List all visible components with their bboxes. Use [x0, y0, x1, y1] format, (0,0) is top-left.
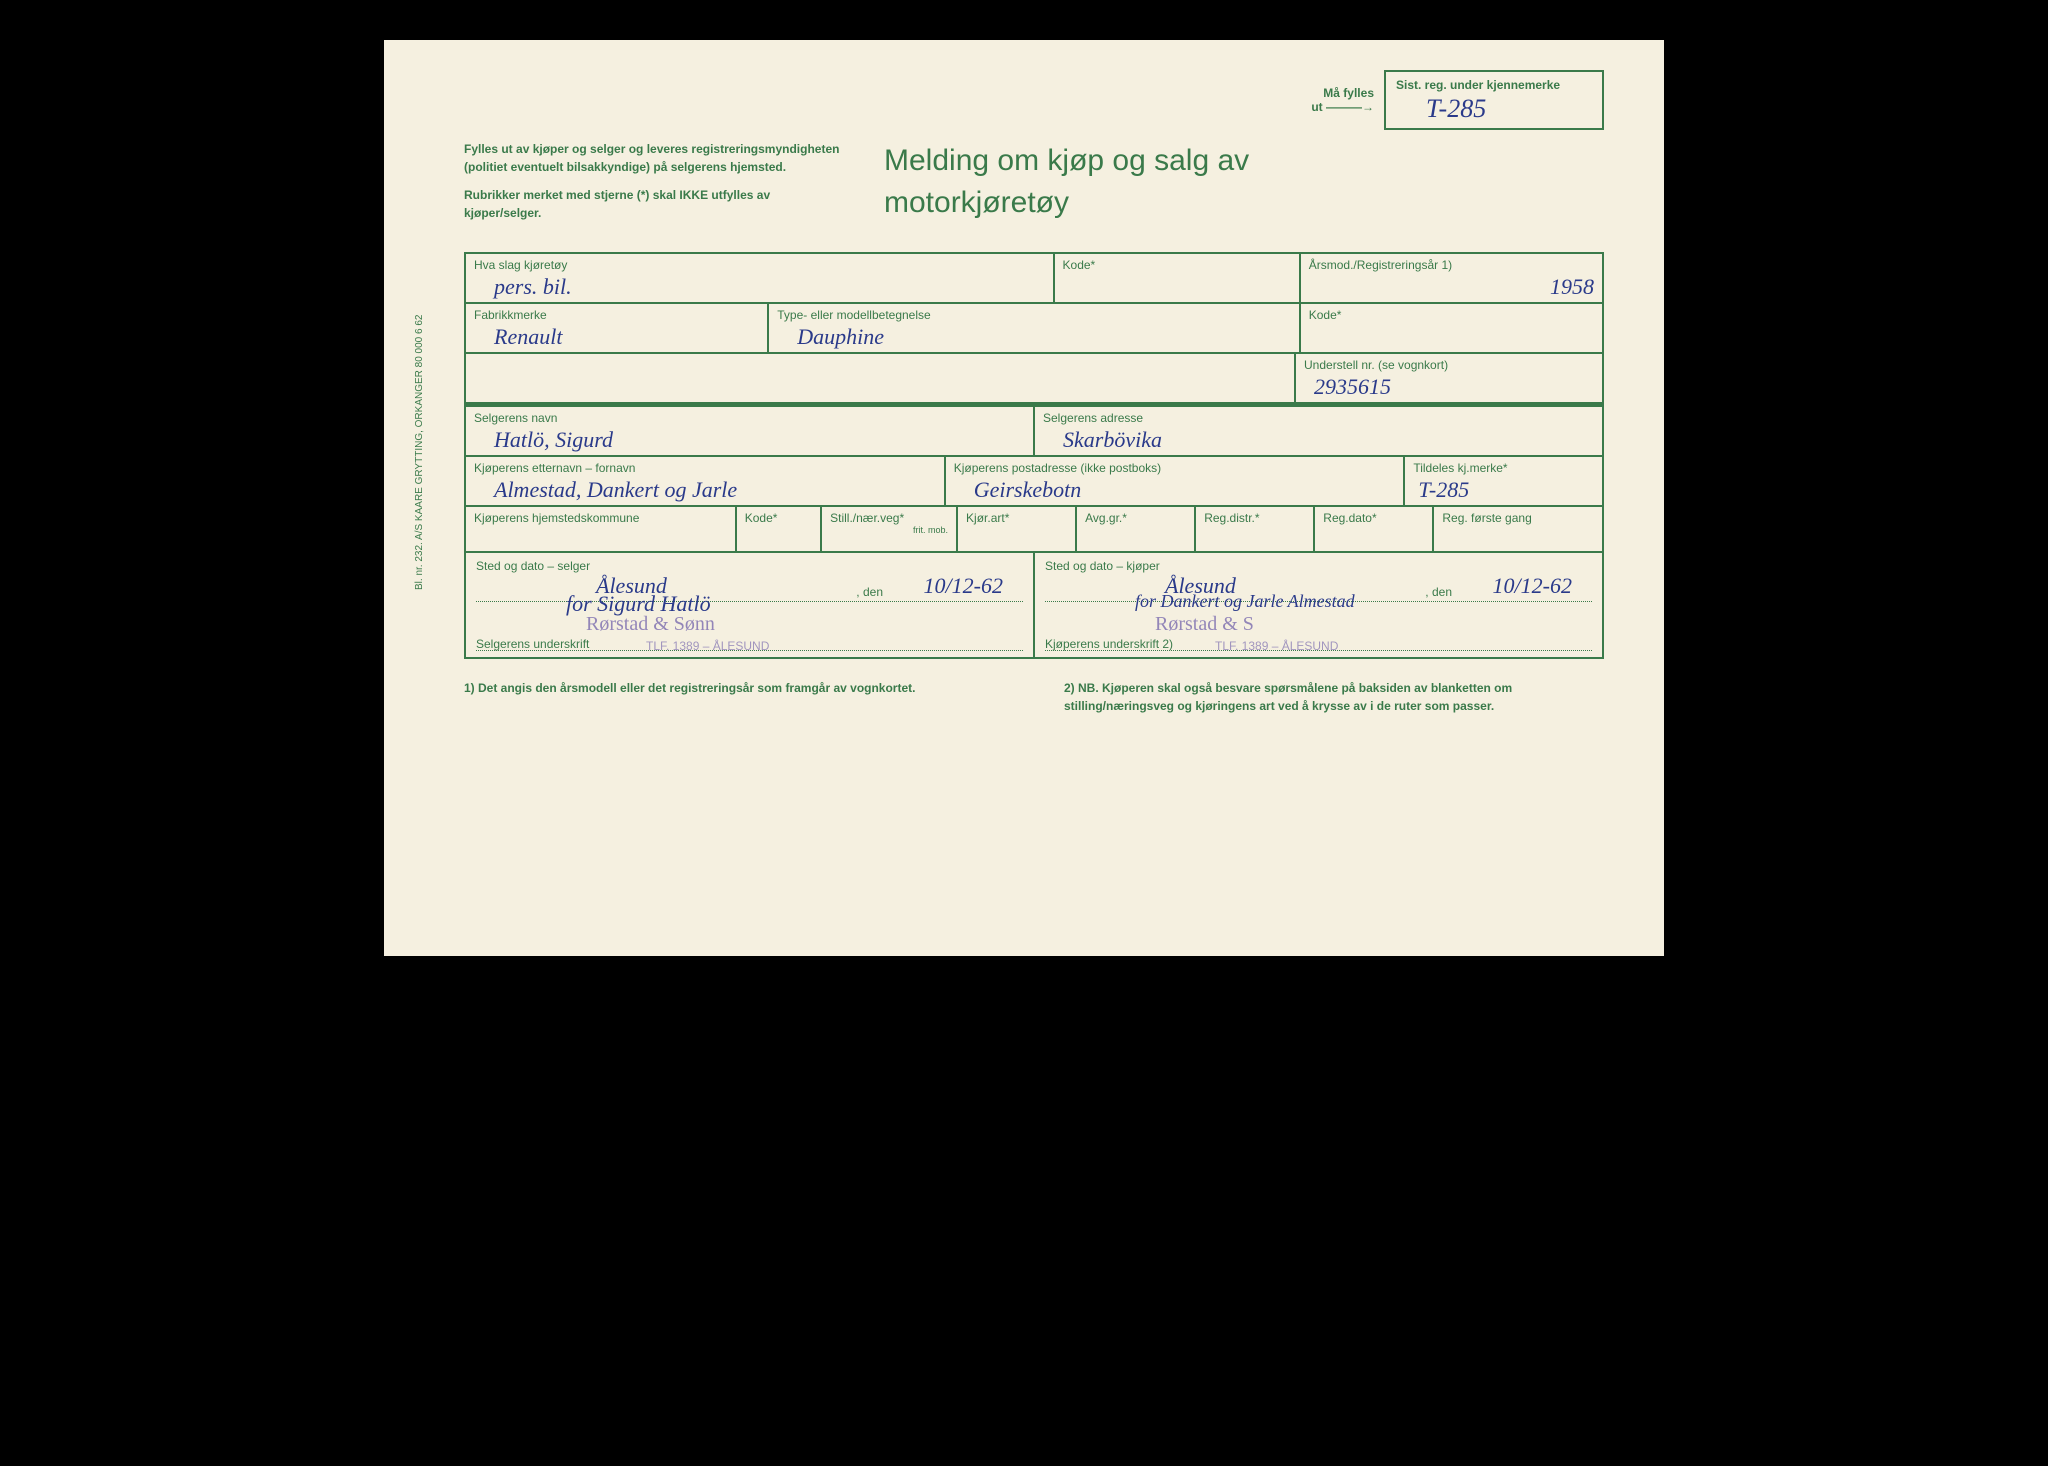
- arrow-icon: ———→: [1326, 100, 1374, 114]
- seller-date: 10/12-62: [924, 573, 1003, 599]
- title-row: Fylles ut av kjøper og selger og leveres…: [464, 140, 1604, 232]
- ut-label: ut: [1311, 100, 1322, 114]
- arsmod-label: Årsmod./Registreringsår 1): [1309, 258, 1594, 272]
- avggr-label: Avg.gr.*: [1085, 511, 1186, 525]
- selger-adr-value: Skarbövika: [1043, 427, 1594, 453]
- seller-den: , den: [856, 585, 883, 599]
- hva-slag-value: pers. bil.: [474, 274, 1045, 300]
- kjoper-navn-label: Kjøperens etternavn – fornavn: [474, 461, 936, 475]
- understell-label: Understell nr. (se vognkort): [1304, 358, 1594, 372]
- instructions: Fylles ut av kjøper og selger og leveres…: [464, 140, 844, 232]
- kjoper-adr-value: Geirskebotn: [954, 477, 1396, 503]
- seller-signature-cell: Sted og dato – selger Ålesund , den 10/1…: [466, 553, 1035, 657]
- fabrikk-label: Fabrikkmerke: [474, 308, 759, 322]
- buyer-bottom-label: Kjøperens underskrift 2): [1045, 637, 1173, 651]
- row-buyer: Kjøperens etternavn – fornavn Almestad, …: [466, 457, 1602, 507]
- row-chassis: Understell nr. (se vognkort) 2935615: [466, 354, 1602, 404]
- seller-stamp: Rørstad & Sønn: [586, 613, 715, 636]
- buyer-date: 10/12-62: [1493, 573, 1572, 599]
- title-block: Melding om kjøp og salg av motorkjøretøy: [844, 140, 1604, 224]
- regforste-label: Reg. første gang: [1442, 511, 1594, 525]
- tildeles-label: Tildeles kj.merke*: [1413, 461, 1594, 475]
- buyer-tlf: TLF. 1389 – ÅLESUND: [1215, 639, 1338, 653]
- row-seller: Selgerens navn Hatlö, Sigurd Selgerens a…: [466, 404, 1602, 457]
- main-title-line2: motorkjøretøy: [884, 182, 1604, 224]
- seller-place-line: Ålesund , den 10/12-62: [476, 601, 1023, 602]
- type-value: Dauphine: [777, 324, 1290, 350]
- print-info-vertical: Bl. nr. 232. A/S KAARE GRYTTING, ORKANGE…: [414, 315, 425, 591]
- type-label: Type- eller modellbetegnelse: [777, 308, 1290, 322]
- still-sub: frit. mob.: [830, 525, 948, 535]
- header-row: Må fylles ut ———→ Sist. reg. under kjenn…: [464, 70, 1604, 130]
- ma-fylles-label: Må fylles: [1323, 86, 1374, 100]
- top-right-block: Må fylles ut ———→ Sist. reg. under kjenn…: [1311, 70, 1604, 130]
- selger-navn-value: Hatlö, Sigurd: [474, 427, 1025, 453]
- seller-tlf: TLF. 1389 – ÅLESUND: [646, 639, 769, 653]
- instruction-p1: Fylles ut av kjøper og selger og leveres…: [464, 140, 844, 176]
- row-municipality: Kjøperens hjemstedskommune Kode* Still./…: [466, 507, 1602, 553]
- buyer-signature-cell: Sted og dato – kjøper Ålesund , den 10/1…: [1035, 553, 1602, 657]
- row-make-model: Fabrikkmerke Renault Type- eller modellb…: [466, 304, 1602, 354]
- still-label: Still./nær.veg*: [830, 511, 948, 525]
- kode1-label: Kode*: [1063, 258, 1291, 272]
- regdato-label: Reg.dato*: [1323, 511, 1424, 525]
- sig-kjoper-label: Sted og dato – kjøper: [1045, 559, 1592, 573]
- selger-adr-label: Selgerens adresse: [1043, 411, 1594, 425]
- kjoper-navn-value: Almestad, Dankert og Jarle: [474, 477, 936, 503]
- footnote-1: 1) Det angis den årsmodell eller det reg…: [464, 679, 1004, 715]
- reg-box-label: Sist. reg. under kjennemerke: [1396, 78, 1560, 92]
- fabrikk-value: Renault: [474, 324, 759, 350]
- understell-value: 2935615: [1304, 374, 1594, 400]
- footnotes: 1) Det angis den årsmodell eller det reg…: [464, 679, 1604, 715]
- buyer-stamp: Rørstad & S: [1155, 613, 1254, 636]
- footnote-2: 2) NB. Kjøperen skal også besvare spørsm…: [1064, 679, 1604, 715]
- hva-slag-label: Hva slag kjøretøy: [474, 258, 1045, 272]
- sig-selger-label: Sted og dato – selger: [476, 559, 1023, 573]
- kjorart-label: Kjør.art*: [966, 511, 1067, 525]
- buyer-den: , den: [1425, 585, 1452, 599]
- tildeles-value: T-285: [1413, 477, 1594, 503]
- reg-value: T-285: [1396, 94, 1486, 123]
- reg-box: Sist. reg. under kjennemerke T-285: [1384, 70, 1604, 130]
- hjemsted-label: Kjøperens hjemstedskommune: [474, 511, 727, 525]
- arsmod-value: 1958: [1309, 274, 1594, 300]
- selger-navn-label: Selgerens navn: [474, 411, 1025, 425]
- instruction-p2: Rubrikker merket med stjerne (*) skal IK…: [464, 186, 844, 222]
- form-table: Hva slag kjøretøy pers. bil. Kode* Årsmo…: [464, 252, 1604, 659]
- main-title-line1: Melding om kjøp og salg av: [884, 140, 1604, 182]
- kode3-label: Kode*: [745, 511, 812, 525]
- signature-row: Sted og dato – selger Ålesund , den 10/1…: [466, 553, 1602, 657]
- seller-bottom-label: Selgerens underskrift: [476, 637, 589, 651]
- row-vehicle-type: Hva slag kjøretøy pers. bil. Kode* Årsmo…: [466, 254, 1602, 304]
- kjoper-adr-label: Kjøperens postadresse (ikke postboks): [954, 461, 1396, 475]
- document-page: Bl. nr. 232. A/S KAARE GRYTTING, ORKANGE…: [384, 40, 1664, 956]
- kode2-label: Kode*: [1309, 308, 1594, 322]
- buyer-sig-name: for Dankert og Jarle Almestad: [1135, 591, 1355, 612]
- ma-fylles-text: Må fylles ut ———→: [1311, 86, 1374, 114]
- regdistr-label: Reg.distr.*: [1204, 511, 1305, 525]
